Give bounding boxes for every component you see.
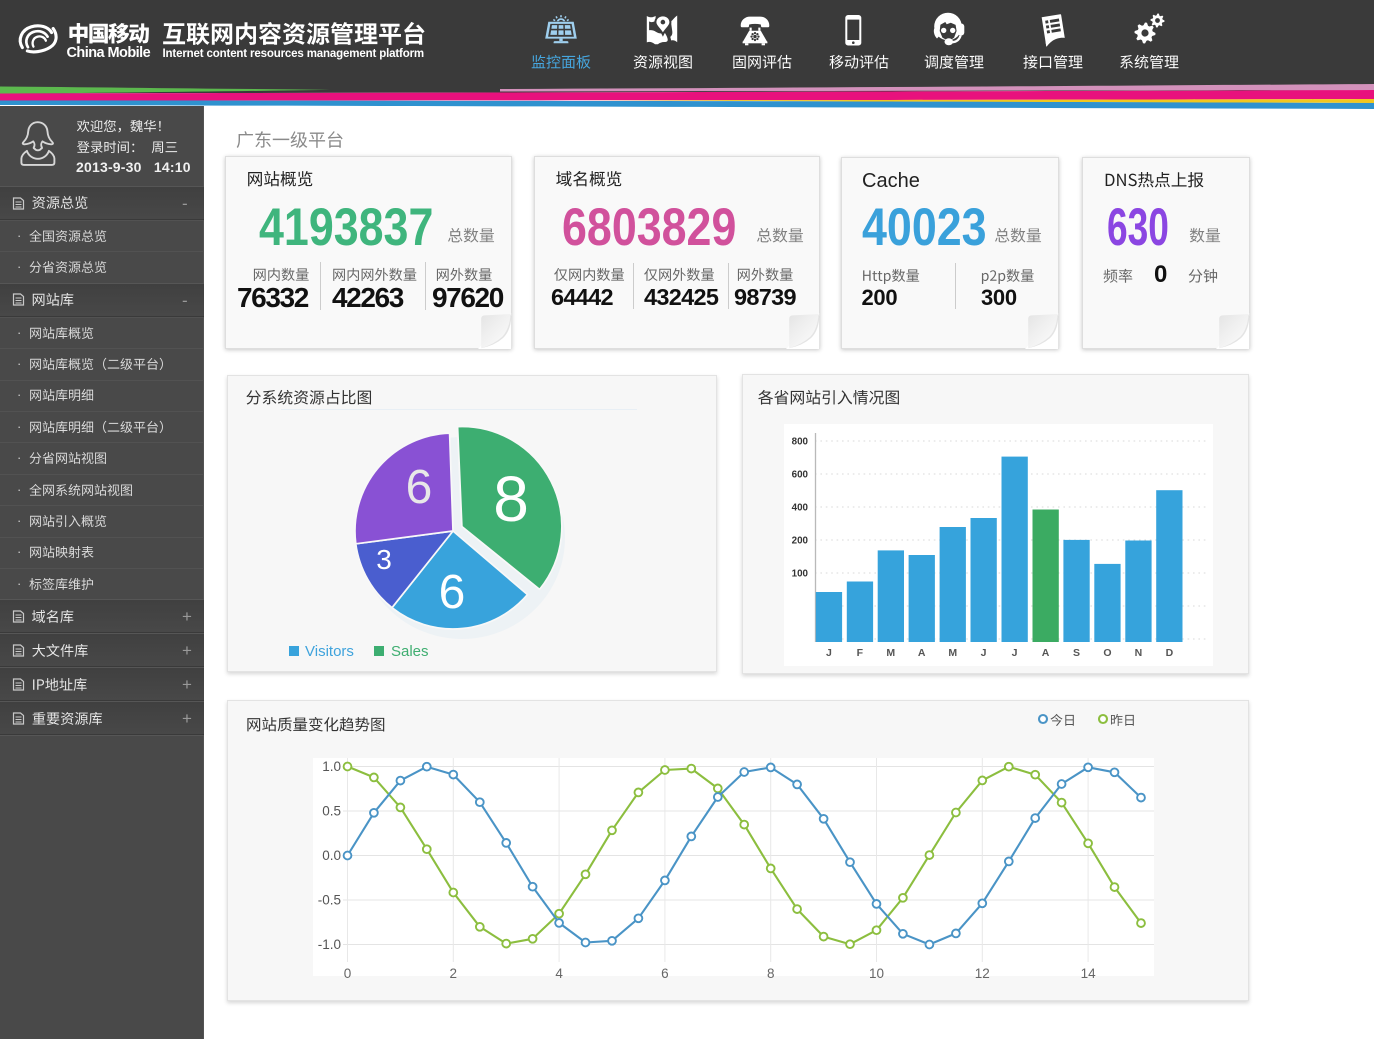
svg-text:6: 6 bbox=[661, 966, 669, 981]
svg-text:6: 6 bbox=[439, 566, 466, 619]
svg-text:M: M bbox=[948, 647, 957, 659]
svg-text:N: N bbox=[1135, 647, 1143, 659]
svg-text:800: 800 bbox=[792, 437, 809, 448]
svg-text:M: M bbox=[886, 647, 895, 659]
svg-text:8: 8 bbox=[493, 463, 529, 535]
svg-text:3: 3 bbox=[376, 544, 392, 575]
svg-text:A: A bbox=[918, 647, 926, 659]
svg-text:4: 4 bbox=[555, 966, 563, 981]
svg-text:6: 6 bbox=[406, 461, 433, 514]
svg-text:14: 14 bbox=[1081, 966, 1097, 981]
svg-text:0: 0 bbox=[344, 966, 352, 981]
svg-text:J: J bbox=[1012, 647, 1018, 659]
svg-text:S: S bbox=[1073, 647, 1080, 659]
svg-text:100: 100 bbox=[792, 569, 809, 580]
svg-text:D: D bbox=[1166, 647, 1174, 659]
svg-text:A: A bbox=[1042, 647, 1050, 659]
svg-text:400: 400 bbox=[792, 503, 809, 514]
svg-text:J: J bbox=[826, 647, 832, 659]
svg-text:J: J bbox=[981, 647, 987, 659]
svg-text:O: O bbox=[1103, 647, 1111, 659]
svg-text:2: 2 bbox=[450, 966, 458, 981]
svg-text:600: 600 bbox=[792, 470, 809, 481]
svg-text:-1.0: -1.0 bbox=[318, 937, 341, 952]
svg-text:8: 8 bbox=[767, 966, 775, 981]
svg-text:200: 200 bbox=[792, 536, 809, 547]
svg-text:0.5: 0.5 bbox=[322, 804, 341, 819]
svg-text:1.0: 1.0 bbox=[322, 759, 341, 774]
svg-text:10: 10 bbox=[869, 966, 884, 981]
svg-text:12: 12 bbox=[975, 966, 990, 981]
svg-text:F: F bbox=[857, 647, 864, 659]
svg-text:-0.5: -0.5 bbox=[318, 893, 341, 908]
svg-text:0.0: 0.0 bbox=[322, 848, 341, 863]
